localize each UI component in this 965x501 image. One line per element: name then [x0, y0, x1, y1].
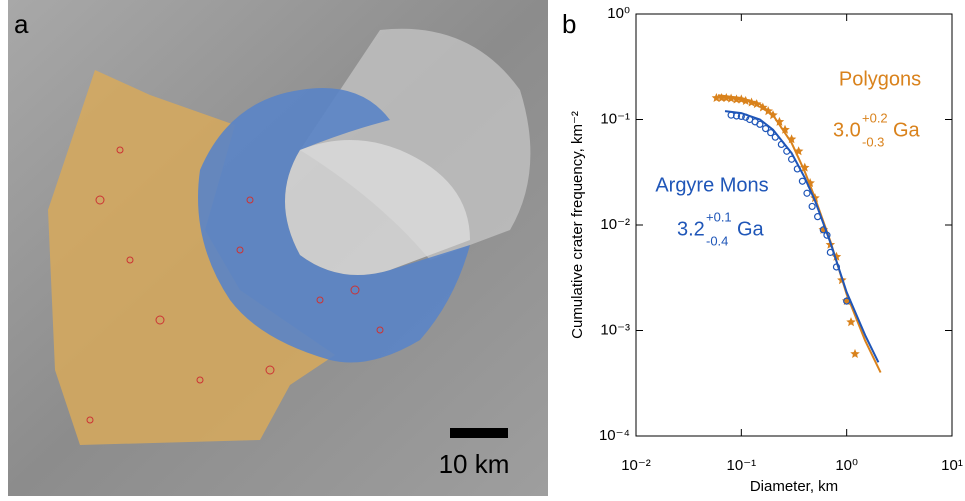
page: a 10 km b Diameter, km Cumulative crater…	[0, 0, 965, 501]
data-point	[789, 156, 795, 162]
data-point	[804, 190, 810, 196]
age-minus: -0.4	[706, 233, 728, 248]
age-plus: +0.1	[706, 209, 732, 224]
panel-a-image	[8, 0, 548, 496]
age-value: 3.0	[833, 119, 861, 141]
series-label: Argyre Mons	[655, 174, 768, 196]
scale-bar-label: 10 km	[439, 449, 510, 479]
figure: a 10 km b Diameter, km Cumulative crater…	[0, 0, 965, 496]
age-unit: Ga	[737, 218, 765, 240]
y-tick-label: 10⁻³	[600, 321, 630, 338]
data-point	[846, 317, 856, 326]
data-point	[757, 121, 763, 127]
data-point	[827, 249, 833, 255]
data-point	[794, 146, 804, 155]
y-tick-label: 10⁻¹	[600, 110, 630, 127]
data-point	[809, 203, 815, 209]
panel-label: b	[562, 9, 576, 39]
y-tick-label: 10⁰	[607, 5, 630, 22]
age-minus: -0.3	[862, 134, 884, 149]
data-point	[815, 214, 821, 220]
panel-label: a	[14, 9, 29, 39]
age-plus: +0.2	[862, 110, 888, 125]
y-tick-label: 10⁻⁴	[599, 427, 630, 444]
data-point	[799, 178, 805, 184]
x-axis-title: Diameter, km	[750, 478, 838, 495]
age-unit: Ga	[893, 119, 921, 141]
data-point	[772, 134, 778, 140]
data-point	[850, 349, 860, 358]
y-tick-label: 10⁻²	[600, 216, 630, 233]
age-value: 3.2	[677, 218, 705, 240]
series-label: Polygons	[839, 68, 921, 90]
x-tick-label: 10⁰	[835, 457, 858, 474]
x-tick-label: 10⁻²	[621, 457, 651, 474]
x-tick-label: 10¹	[941, 457, 963, 474]
x-tick-label: 10⁻¹	[727, 457, 757, 474]
y-axis-title: Cumulative crater frequency, km⁻²	[569, 111, 586, 339]
